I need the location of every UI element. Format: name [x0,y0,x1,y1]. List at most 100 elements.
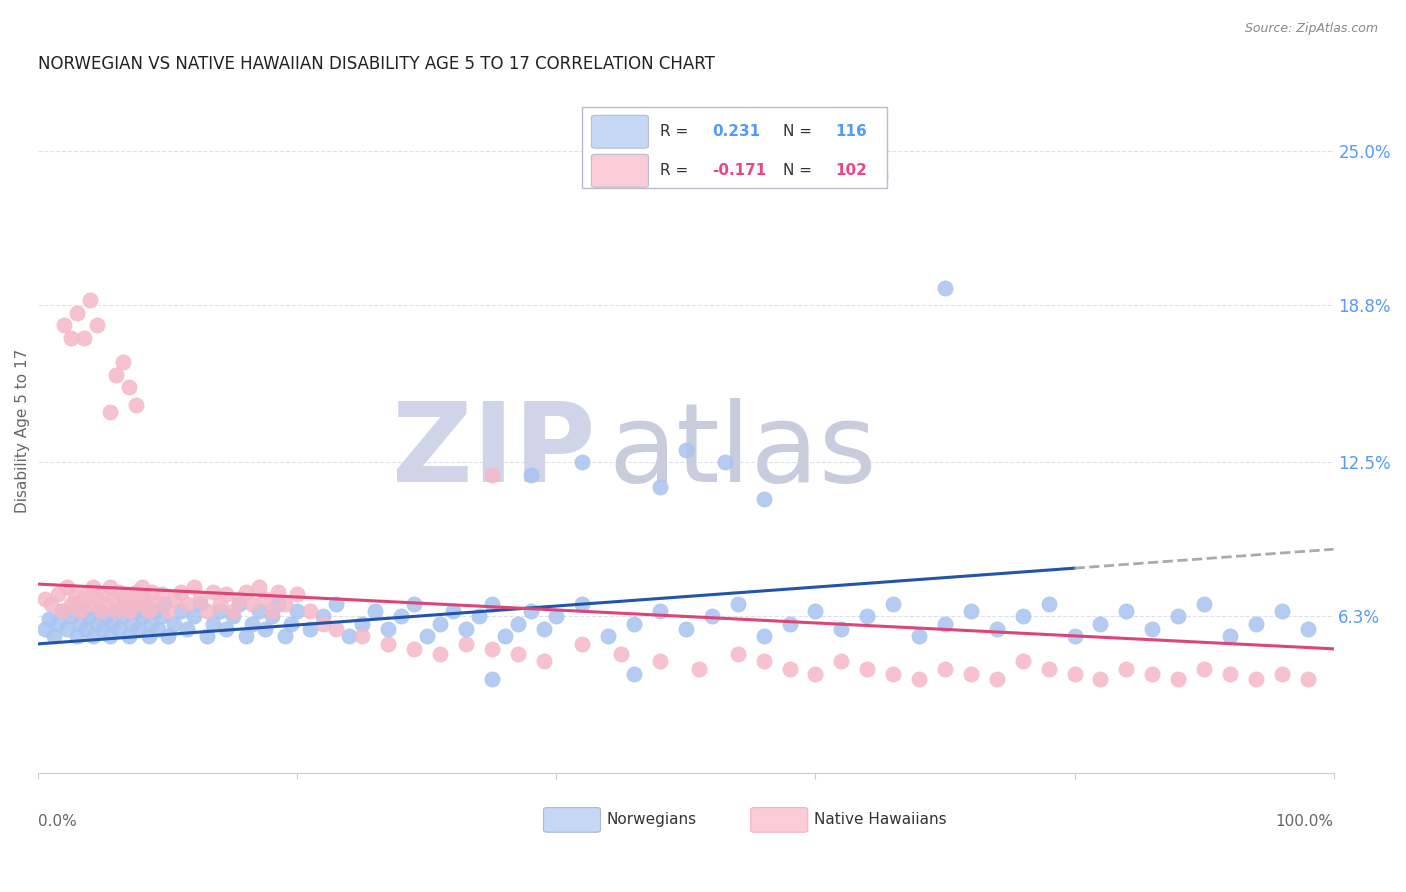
Point [118,380,141,394]
Point [124,605,146,619]
Point [103,592,125,607]
Point [481,597,503,611]
Point [1244,672,1267,686]
Point [533,622,555,636]
Point [830,654,852,668]
Point [228,597,250,611]
Point [700,609,723,624]
Point [389,609,412,624]
Point [1090,672,1112,686]
Point [195,605,218,619]
FancyBboxPatch shape [751,807,807,832]
Point [139,616,162,631]
Point [170,584,193,599]
Point [114,597,136,611]
Point [222,609,245,624]
Point [82,629,104,643]
Point [76,584,98,599]
Point [260,605,283,619]
Point [91,622,114,636]
Point [752,629,775,643]
Point [325,622,347,636]
Point [299,622,322,636]
Point [454,622,477,636]
Point [429,616,451,631]
Point [1038,597,1060,611]
Point [127,622,149,636]
Point [869,169,891,183]
Point [1219,629,1241,643]
Point [254,622,277,636]
Point [1063,629,1085,643]
Point [882,666,904,681]
Point [79,293,101,308]
Point [101,616,124,631]
Point [66,306,89,320]
Point [156,629,179,643]
Text: atlas: atlas [609,398,877,505]
Point [546,609,568,624]
Point [1038,662,1060,676]
Point [688,662,710,676]
Text: N =: N = [783,163,817,178]
Point [779,662,801,676]
Point [494,629,516,643]
Point [267,584,290,599]
Point [364,605,387,619]
Point [506,616,529,631]
Point [254,592,277,607]
Point [66,629,89,643]
Point [51,605,73,619]
Point [273,597,295,611]
Point [429,647,451,661]
Point [571,455,593,469]
Point [115,587,138,601]
Point [176,622,198,636]
Point [804,605,827,619]
Point [215,622,238,636]
Point [86,592,108,607]
Point [124,584,146,599]
Point [533,654,555,668]
Point [63,597,86,611]
Point [188,592,211,607]
Point [571,597,593,611]
Point [156,605,179,619]
Point [105,368,128,382]
Point [79,609,101,624]
Point [46,616,69,631]
Point [143,597,166,611]
Point [1167,672,1189,686]
Point [856,662,879,676]
Point [1271,666,1294,681]
Text: 116: 116 [835,124,866,139]
Point [82,580,104,594]
Point [481,641,503,656]
Point [1192,662,1215,676]
Point [519,467,541,482]
Point [960,605,983,619]
Point [163,616,186,631]
Point [86,318,108,332]
Point [131,580,153,594]
Point [222,605,245,619]
Point [882,597,904,611]
Point [202,616,225,631]
Point [1090,616,1112,631]
Point [118,629,141,643]
Point [986,672,1008,686]
Point [176,597,198,611]
Point [183,580,205,594]
Point [208,605,231,619]
Point [1115,662,1137,676]
Text: 100.0%: 100.0% [1275,814,1333,830]
Point [134,597,156,611]
Text: Source: ZipAtlas.com: Source: ZipAtlas.com [1244,22,1378,36]
Point [69,605,91,619]
Point [141,584,163,599]
Point [138,605,160,619]
Point [73,330,96,344]
FancyBboxPatch shape [544,807,600,832]
Point [1167,609,1189,624]
Point [856,609,879,624]
